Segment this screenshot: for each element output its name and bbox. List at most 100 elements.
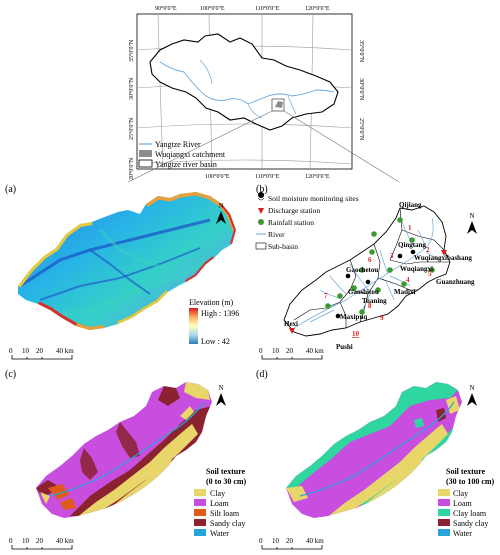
svg-text:Gaoshitou: Gaoshitou <box>348 288 379 296</box>
legend-label: Water <box>210 529 229 538</box>
svg-text:0: 0 <box>259 347 263 355</box>
svg-text:40 km: 40 km <box>56 347 74 355</box>
svg-text:30°0'0"N: 30°0'0"N <box>128 77 135 100</box>
legend-label: Sandy clay <box>210 519 245 528</box>
wuqiangxi-catchment <box>275 101 283 108</box>
panel-b-tag: (b) <box>256 184 268 195</box>
svg-text:25°0'0"N: 25°0'0"N <box>358 118 365 141</box>
legend-label: Wuqiangxi catchment <box>155 150 226 159</box>
lat-ticks-right: 35°0'0"N 30°0'0"N 25°0'0"N <box>358 40 365 141</box>
legend-swatch <box>194 509 206 516</box>
elevation-colorbar <box>189 308 198 344</box>
lon-tick: 120°0'0"E <box>305 173 330 180</box>
svg-text:20: 20 <box>286 537 294 545</box>
yangtze-basin-outline <box>149 33 339 131</box>
svg-text:10: 10 <box>352 330 360 338</box>
scale-bar: 0 10 20 40 km <box>9 347 74 360</box>
svg-text:Pushi: Pushi <box>336 343 353 351</box>
svg-text:8: 8 <box>368 302 372 310</box>
svg-text:Soil texture: Soil texture <box>446 467 486 476</box>
svg-text:(0 to 30 cm): (0 to 30 cm) <box>206 477 247 486</box>
legend-label: Clay <box>453 489 468 498</box>
panel-d-tag: (d) <box>256 369 268 380</box>
legend-label: Soil moisture monitoring sites <box>268 194 359 203</box>
svg-text:0: 0 <box>9 347 13 355</box>
legend-label: Silt loam <box>210 509 240 518</box>
svg-text:Hexi: Hexi <box>284 320 298 328</box>
inset-map: 90°0'0"E 100°0'0"E 110°0'0"E 120°0'0"E 1… <box>127 5 400 182</box>
legend-label: Water <box>453 529 472 538</box>
svg-text:25°0'0"N: 25°0'0"N <box>128 117 135 140</box>
legend-swatch <box>194 529 206 536</box>
lon-tick: 100°0'0"E <box>205 173 230 180</box>
svg-text:Qingtang: Qingtang <box>398 241 427 249</box>
legend-swatch <box>438 519 450 526</box>
legend-swatch <box>438 499 450 506</box>
svg-text:40 km: 40 km <box>306 537 324 545</box>
svg-text:Qijiang: Qijiang <box>399 201 422 209</box>
panel-c-soil-texture-map: N Soil texture (0 to 30 cm) Clay Loam Si… <box>9 382 247 550</box>
svg-text:10: 10 <box>272 537 280 545</box>
inset-legend: Yangtze River Wuqiangxi catchment Yangtz… <box>138 140 226 169</box>
svg-text:30°0'0"N: 30°0'0"N <box>358 78 365 101</box>
svg-text:0: 0 <box>9 537 13 545</box>
rainfall-station-icon <box>258 219 264 225</box>
elevation-high-label: High : 1396 <box>201 309 239 318</box>
lat-ticks-left: 35°0'0"N 30°0'0"N 25°0'0"N 20°0'0"N <box>128 39 135 180</box>
discharge-station-icon <box>258 208 264 214</box>
legend-label: Yangtze river basin <box>155 160 217 169</box>
panel-a-tag: (a) <box>5 184 17 195</box>
svg-text:Guanzhuang: Guanzhuang <box>436 278 475 286</box>
lon-tick: 90°0'0"E <box>155 5 177 12</box>
basin-swatch <box>138 159 153 168</box>
svg-text:Madixi: Madixi <box>394 288 415 296</box>
svg-text:5: 5 <box>428 270 432 278</box>
catchment-swatch <box>139 150 152 157</box>
scale-bar: 0 10 20 40 km <box>259 537 324 550</box>
legend-label: Clay loam <box>453 509 487 518</box>
north-arrow-icon <box>467 221 477 234</box>
subbasin-numbers: 1 2 3 4 5 6 7 8 9 10 <box>324 224 432 338</box>
lon-tick: 100°0'0"E <box>200 5 225 12</box>
svg-text:10: 10 <box>22 347 30 355</box>
panel-c-tag: (c) <box>5 369 17 380</box>
svg-text:20: 20 <box>36 347 44 355</box>
subbasin-map <box>283 205 451 337</box>
svg-text:(30 to 100 cm): (30 to 100 cm) <box>446 477 495 486</box>
elevation-legend-title: Elevation (m) <box>189 298 234 307</box>
north-arrow-icon <box>467 393 477 406</box>
north-label: N <box>469 212 474 220</box>
svg-text:10: 10 <box>22 537 30 545</box>
legend-label: Sub-basin <box>268 242 298 251</box>
soil-legend: Soil texture (30 to 100 cm) Clay Loam Cl… <box>438 467 495 538</box>
north-label: N <box>218 384 223 392</box>
svg-text:40 km: 40 km <box>306 347 324 355</box>
svg-text:9: 9 <box>380 314 384 322</box>
catchment-box <box>271 98 285 112</box>
station-legend: Soil moisture monitoring sites Discharge… <box>255 192 359 251</box>
panel-a-elevation-map: N Elevation (m) High : 1396 Low : 42 0 1… <box>9 192 239 360</box>
legend-label: River <box>268 230 285 239</box>
soil-legend: Soil texture (0 to 30 cm) Clay Loam Silt… <box>194 467 247 538</box>
svg-text:1: 1 <box>408 224 412 232</box>
connector-line <box>127 110 273 182</box>
legend-label: Rainfall station <box>268 218 314 227</box>
legend-label: Sandy clay <box>453 519 488 528</box>
lon-tick: 110°0'0"E <box>255 173 280 180</box>
legend-swatch <box>438 509 450 516</box>
svg-text:10: 10 <box>272 347 280 355</box>
svg-text:Wuqiangxibashang: Wuqiangxibashang <box>414 254 472 262</box>
lon-tick: 110°0'0"E <box>255 5 280 12</box>
svg-text:Maxipuq: Maxipuq <box>340 313 367 321</box>
svg-text:20: 20 <box>286 347 294 355</box>
svg-text:Soil texture: Soil texture <box>206 467 246 476</box>
svg-text:0: 0 <box>259 537 263 545</box>
panel-d-soil-texture-map: N Soil texture (30 to 100 cm) Clay Loam … <box>259 382 495 550</box>
lon-tick: 120°0'0"E <box>305 5 330 12</box>
north-arrow-icon <box>216 393 226 406</box>
north-label: N <box>469 384 474 392</box>
legend-label: Loam <box>210 499 229 508</box>
svg-text:2: 2 <box>426 246 430 254</box>
legend-swatch <box>194 489 206 496</box>
svg-text:4: 4 <box>406 276 410 284</box>
